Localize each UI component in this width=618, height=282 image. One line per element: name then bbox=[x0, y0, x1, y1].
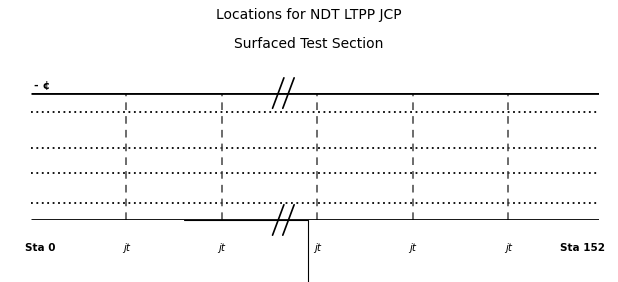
Text: jt: jt bbox=[505, 243, 512, 253]
Text: Locations for NDT LTPP JCP: Locations for NDT LTPP JCP bbox=[216, 8, 402, 23]
Text: Test Lines for SASW/SLABIR/GPR for
thickness, void detection: Test Lines for SASW/SLABIR/GPR for thick… bbox=[184, 220, 388, 282]
Text: jt: jt bbox=[314, 243, 321, 253]
Text: jt: jt bbox=[410, 243, 417, 253]
Text: - ¢: - ¢ bbox=[34, 81, 50, 91]
Text: Surfaced Test Section: Surfaced Test Section bbox=[234, 37, 384, 51]
Text: Sta 152: Sta 152 bbox=[560, 243, 605, 253]
Text: Sta 0: Sta 0 bbox=[25, 243, 56, 253]
Text: jt: jt bbox=[218, 243, 226, 253]
Text: jt: jt bbox=[123, 243, 130, 253]
